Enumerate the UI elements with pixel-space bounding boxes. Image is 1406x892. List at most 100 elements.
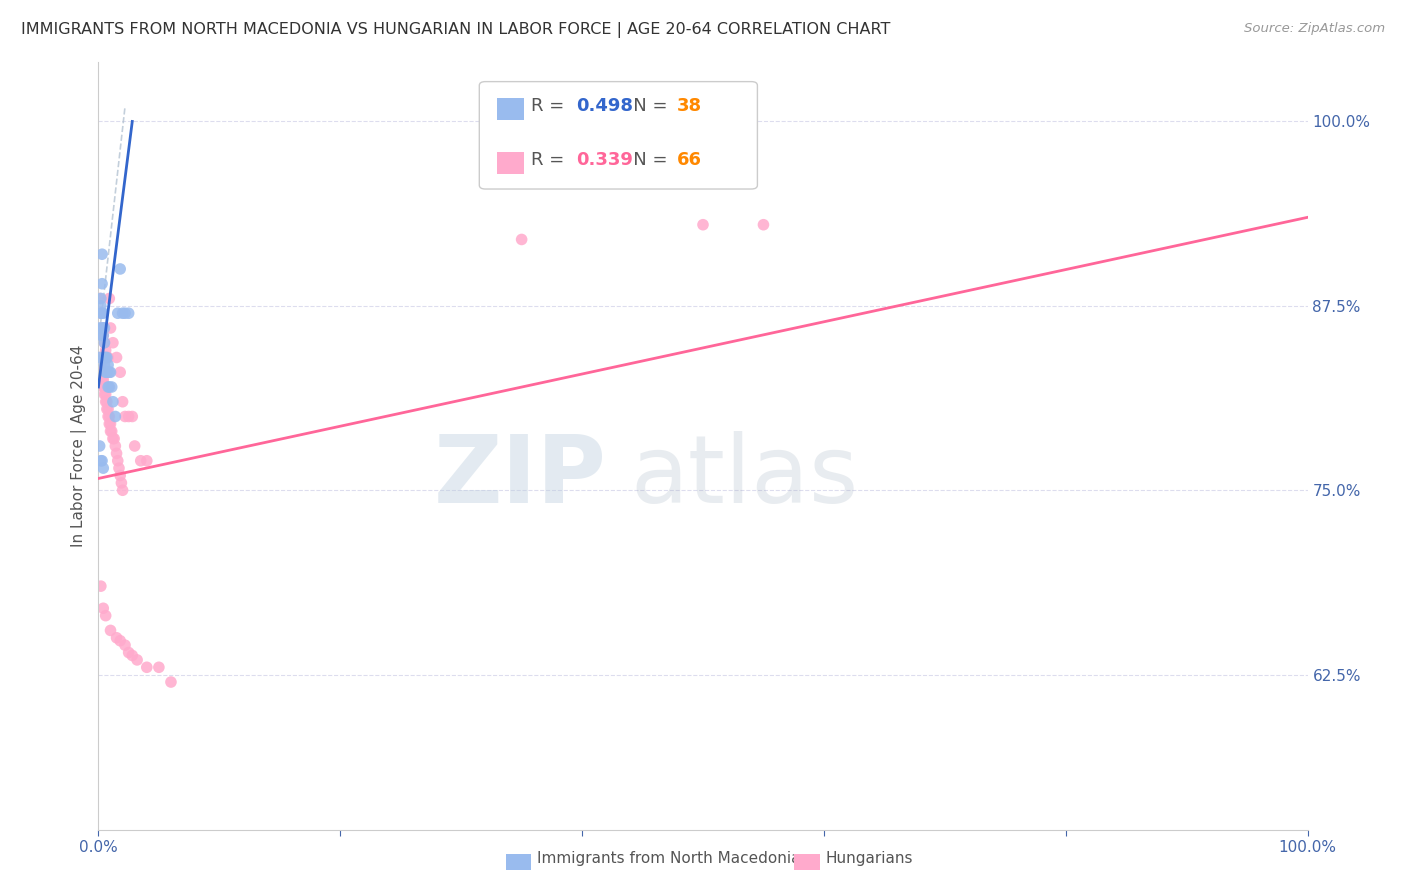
Point [90,299,112,313]
Point [96,402,118,417]
Point [90,306,112,320]
Point [121,648,143,663]
Point [89,439,111,453]
Point [90,454,112,468]
Point [90,328,112,343]
Point [111,306,134,320]
Point [90,358,112,372]
Point [129,454,152,468]
Point [97,409,120,424]
Point [101,335,124,350]
Point [89,351,111,365]
Point [97,351,120,365]
Point [108,461,131,475]
Point [91,601,114,615]
Point [111,483,134,498]
Point [105,351,128,365]
Point [101,432,124,446]
Point [98,380,121,394]
Point [118,306,141,320]
Point [94,351,117,365]
Point [96,351,118,365]
Point [93,335,115,350]
Point [96,351,118,365]
Point [692,218,714,232]
Point [94,608,117,623]
Point [100,365,122,379]
Point [100,321,122,335]
FancyBboxPatch shape [479,81,758,189]
Point [91,380,114,394]
Point [96,365,118,379]
Point [124,439,146,453]
Point [94,394,117,409]
Point [89,351,111,365]
Text: atlas: atlas [630,431,859,523]
Point [108,365,131,379]
Point [90,292,112,306]
Point [105,446,128,460]
Point [91,328,114,343]
Point [118,409,141,424]
Point [98,365,121,379]
Point [110,475,132,490]
Text: 0.339: 0.339 [576,151,633,169]
Point [93,321,115,335]
Point [114,306,136,320]
FancyBboxPatch shape [498,153,524,174]
Point [91,321,114,335]
Point [148,660,170,674]
Text: N =: N = [616,97,673,115]
Point [103,432,125,446]
Point [510,232,533,246]
Point [98,409,121,424]
Point [94,387,117,401]
Point [91,461,114,475]
Point [97,402,120,417]
Point [91,454,114,468]
Point [91,306,114,320]
Text: ZIP: ZIP [433,431,606,523]
Point [101,394,124,409]
Point [89,321,111,335]
Point [121,409,143,424]
Point [91,321,114,335]
Point [90,579,112,593]
Point [93,335,115,350]
Text: R =: R = [531,97,571,115]
Text: 66: 66 [676,151,702,169]
Point [93,380,115,394]
FancyBboxPatch shape [498,98,524,120]
Text: N =: N = [616,151,673,169]
Point [93,351,115,365]
Point [93,358,115,372]
Point [94,365,117,379]
Point [98,417,121,431]
Y-axis label: In Labor Force | Age 20-64: In Labor Force | Age 20-64 [72,345,87,547]
Point [104,409,127,424]
Point [90,306,112,320]
Point [100,417,122,431]
Text: R =: R = [531,151,571,169]
Point [96,394,118,409]
Point [135,660,157,674]
Text: 38: 38 [676,97,702,115]
Point [100,624,122,638]
Point [91,365,114,379]
Point [91,328,114,343]
Point [98,292,121,306]
Text: IMMIGRANTS FROM NORTH MACEDONIA VS HUNGARIAN IN LABOR FORCE | AGE 20-64 CORRELAT: IMMIGRANTS FROM NORTH MACEDONIA VS HUNGA… [21,22,890,38]
Point [90,365,112,379]
Point [107,306,129,320]
Point [160,675,183,690]
Point [104,439,127,453]
Point [100,424,122,438]
Point [107,454,129,468]
Point [97,358,120,372]
Text: Immigrants from North Macedonia: Immigrants from North Macedonia [537,851,800,866]
Point [93,387,115,401]
Point [114,409,136,424]
Point [91,306,114,320]
Point [108,262,131,277]
Point [111,394,134,409]
